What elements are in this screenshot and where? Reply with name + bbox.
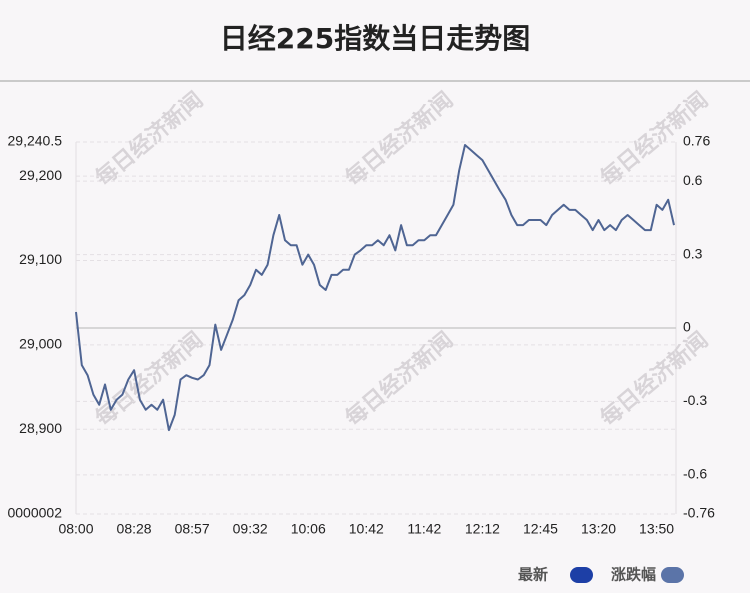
x-tick-label: 10:06 xyxy=(291,521,326,537)
y2-tick-label: -0.3 xyxy=(683,392,707,408)
x-tick-label: 13:20 xyxy=(581,521,616,537)
y2-tick-label: 0 xyxy=(683,319,691,335)
x-tick-label: 08:00 xyxy=(58,521,93,537)
x-tick-label: 13:50 xyxy=(639,521,674,537)
y2-tick-label: 0.3 xyxy=(683,245,703,261)
y-tick-label: 29,100 xyxy=(19,251,62,267)
x-tick-label: 10:42 xyxy=(349,521,384,537)
legend-swatch xyxy=(570,567,593,583)
y2-tick-label: -0.6 xyxy=(683,466,707,482)
legend-swatch xyxy=(661,567,684,583)
legend-label: 涨跌幅 xyxy=(611,566,656,584)
y-tick-label: 28,900 xyxy=(19,420,62,436)
x-tick-label: 12:45 xyxy=(523,521,558,537)
watermark: 每日经济新闻 xyxy=(595,327,713,432)
x-tick-label: 09:32 xyxy=(233,521,268,537)
y2-tick-label: 0.76 xyxy=(683,133,710,149)
y-tick-label: 29,240.5 xyxy=(8,133,63,149)
y2-tick-label: 0.6 xyxy=(683,172,703,188)
legend-label: 最新 xyxy=(518,566,548,584)
chart-title: 日经225指数当日走势图 xyxy=(220,22,530,55)
watermark: 每日经济新闻 xyxy=(340,327,458,432)
x-tick-label: 11:42 xyxy=(407,521,441,537)
y-tick-label: 29,200 xyxy=(19,167,62,183)
y-tick-label: 29,000 xyxy=(19,336,62,352)
y2-tick-label: -0.76 xyxy=(683,505,715,521)
x-tick-label: 08:28 xyxy=(117,521,152,537)
y-tick-label: 0000002 xyxy=(7,505,62,521)
price-line xyxy=(75,144,675,432)
x-tick-label: 08:57 xyxy=(175,521,210,537)
x-tick-label: 12:12 xyxy=(465,521,500,537)
watermark: 每日经济新闻 xyxy=(90,327,208,432)
